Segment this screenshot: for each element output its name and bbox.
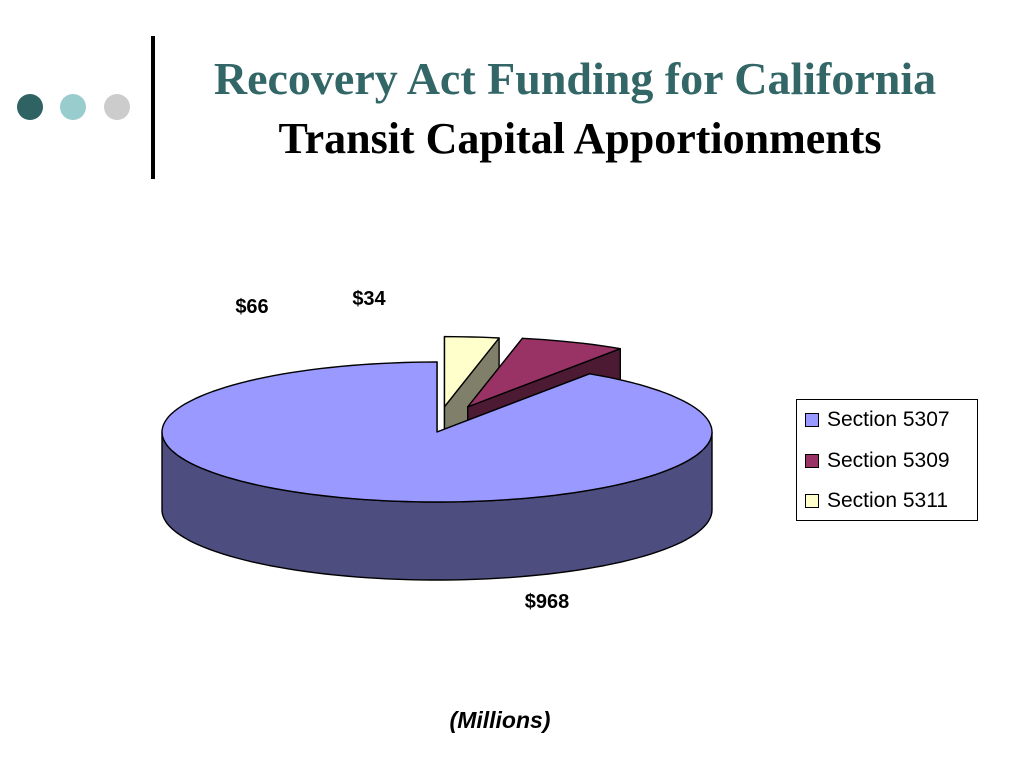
title-divider — [151, 36, 155, 179]
legend-swatch — [805, 494, 819, 508]
slide-title: Recovery Act Funding for California — [213, 53, 937, 104]
slice-top — [443, 335, 500, 408]
legend-item-section-5311: Section 5311 — [805, 489, 948, 513]
pie-slice-1 — [161, 361, 713, 581]
legend-label: Section 5309 — [827, 449, 950, 472]
data-label-2: $66 — [235, 296, 268, 318]
legend-item-section-5307: Section 5307 — [805, 408, 950, 432]
legend-label: Section 5307 — [827, 408, 950, 431]
decorative-dot-gray — [104, 94, 130, 120]
units-note: (Millions) — [449, 707, 551, 733]
chart-legend: Section 5307 Section 5309 Section 5311 — [796, 399, 978, 521]
legend-label: Section 5311 — [827, 489, 949, 512]
data-label-3: $34 — [352, 288, 386, 310]
decorative-dot-light — [60, 94, 86, 120]
decorative-dot-dark — [17, 94, 43, 120]
legend-swatch — [805, 454, 819, 468]
data-label-1: $968 — [525, 591, 570, 613]
slide-subtitle: Transit Capital Apportionments — [278, 114, 882, 163]
legend-item-section-5309: Section 5309 — [805, 449, 950, 473]
slice-top — [161, 361, 713, 503]
slice-top — [467, 337, 621, 408]
legend-swatch — [805, 413, 819, 427]
